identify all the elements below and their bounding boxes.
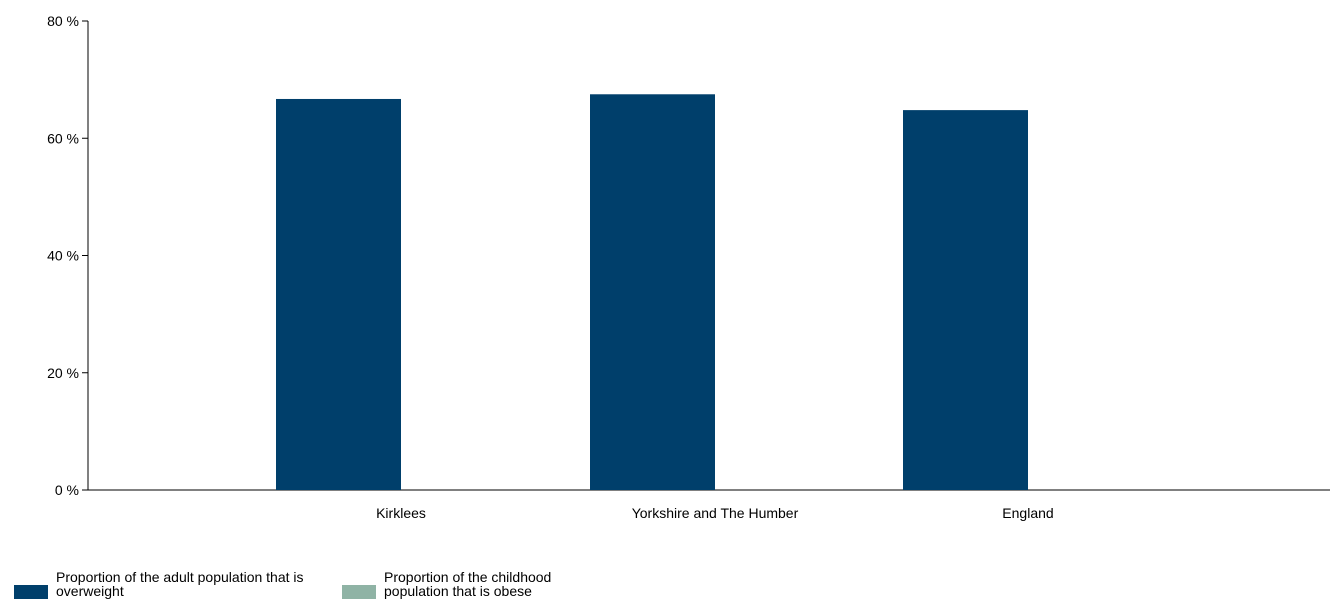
bar-chart: 0 % 20 % 40 % 60 % 80 % Kirklees Yorkshire an… (47, 13, 1330, 521)
y-tick-label: 20 % (47, 365, 79, 381)
legend-item-childhood-obese: Proportion of the childhood population t… (342, 570, 614, 599)
y-tick-label: 80 % (47, 13, 79, 29)
legend: Proportion of the adult population that … (14, 570, 630, 599)
x-category-label: England (1002, 505, 1053, 521)
bar-england[interactable] (903, 110, 1028, 491)
bar-yorkshire-and-the-humber[interactable] (590, 94, 715, 490)
bars-group (276, 94, 1028, 491)
y-tick-label: 0 % (55, 482, 79, 498)
x-category-label: Kirklees (376, 505, 426, 521)
legend-swatch-childhood-obese (342, 585, 376, 599)
bar-kirklees[interactable] (276, 98, 401, 490)
y-tick-label: 40 % (47, 248, 79, 264)
legend-label-adult-overweight: Proportion of the adult population that … (56, 569, 304, 599)
legend-item-adult-overweight: Proportion of the adult population that … (14, 570, 326, 599)
y-tick-label: 60 % (47, 130, 79, 146)
x-category-label: Yorkshire and The Humber (632, 505, 799, 521)
y-axis-ticks: 0 % 20 % 40 % 60 % 80 % (47, 13, 88, 498)
legend-swatch-adult-overweight (14, 585, 48, 599)
x-axis-labels: Kirklees Yorkshire and The Humber England (376, 505, 1054, 521)
legend-label-childhood-obese: Proportion of the childhood population t… (384, 569, 552, 599)
